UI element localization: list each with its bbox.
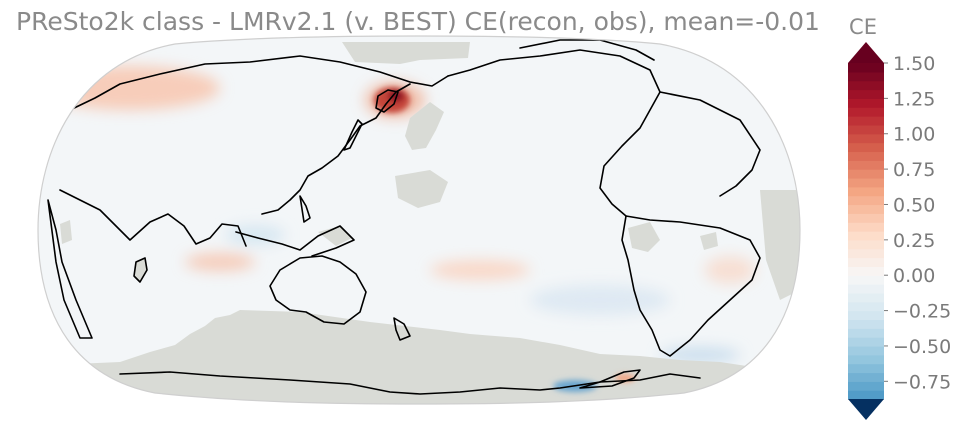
colorbar-step [848,89,884,99]
colorbar-step [848,222,884,232]
colorbar-step [848,151,884,161]
coast-europe-asia-north [39,55,449,121]
coast-antarctic-peninsula [579,369,641,389]
papua-mask [318,226,352,246]
colorbar-step [848,160,884,170]
amazon-mask [700,232,718,250]
pacific-gap-mask [395,170,448,208]
colorbar-step [848,231,884,241]
colorbar-tick-label: 1.50 [893,53,935,75]
colorbar-step [848,275,884,285]
colorbar-step [848,177,884,188]
colorbar-step [848,372,884,382]
coast-philippines [299,195,311,223]
anomaly-central-pacific-cool [530,285,670,315]
colorbar-step [848,345,884,356]
anomaly-southern-cool [660,347,740,363]
colorbar-step [848,63,884,73]
coast-africa-east [47,199,93,339]
colorbar-step [848,213,884,223]
arabia-mask [60,220,72,244]
coastlines [39,39,761,395]
colorbar-ticks: 1.50 1.25 1.00 0.75 0.50 0.25 0.00 −0.25 −0.50 −0… [884,53,951,393]
colorbar-tick-label: 1.25 [893,88,935,110]
colorbar-step [848,390,884,400]
colorbar-step [848,337,884,347]
coast-australia [269,255,367,325]
colorbar-tick-label: 0.50 [893,194,935,216]
colorbar-step [848,301,884,312]
colorbar-tick-label: 1.00 [893,124,935,146]
colorbar-tick-label: −0.50 [893,336,951,358]
anomaly-north-atlantic-warm [40,66,220,110]
colorbar-step [848,124,884,135]
colorbar-extend-max [848,42,884,63]
colorbar-step [848,248,884,259]
colorbar-step [848,319,884,329]
colorbar-step [848,204,884,214]
world-map [37,35,801,405]
greenland-mask [342,42,470,64]
anomaly-east-pacific-warm [430,260,530,280]
colorbar-step [848,292,884,303]
colorbar-tick-label: 0.00 [893,265,935,287]
colorbar-step [848,80,884,91]
coast-new-zealand [393,317,411,341]
south-atlantic-mask [760,190,800,300]
map-title: PReSto2k class - LMRv2.1 (v. BEST) CE(re… [16,7,820,36]
colorbar-tick-label: −0.75 [893,371,951,393]
colorbar-step [848,98,884,108]
colorbar-tick-label: −0.25 [893,301,951,323]
coast-japan [343,119,363,151]
colorbar-tick-label: 0.25 [893,230,935,252]
south-america-mask [628,222,660,252]
colorbar-step [848,257,884,267]
coast-south-america [621,215,761,357]
colorbar-step [848,71,884,82]
colorbar-step [848,239,884,250]
alaska-mask [405,102,444,150]
colorbar-step [848,133,884,144]
colorbar-step [848,116,884,126]
colorbar-step [848,107,884,117]
coast-east-asia [261,83,411,215]
colorbar-step [848,186,884,197]
colorbar-step [848,142,884,153]
colorbar-steps [848,63,884,400]
coast-kamchatka [375,89,399,113]
globe-outline [37,35,801,405]
colorbar-step [848,381,884,391]
colorbar-step [848,354,884,365]
colorbar-step [848,328,884,338]
colorbar-tick-label: 0.75 [893,159,935,181]
coast-madagascar [133,257,148,283]
colorbar-extend-min [848,399,884,420]
colorbar-step [848,195,884,206]
colorbar-step [848,284,884,294]
anomaly-atlantic-warm [705,256,755,284]
colorbar-step [848,169,884,179]
coast-north-america-east [659,91,761,197]
colorbar-step [848,310,884,321]
madagascar-mask [134,258,147,282]
anomaly-indian-ocean-warm [185,253,255,271]
coast-indonesia [235,225,355,257]
colorbar-label: CE [849,15,877,39]
colorbar: CE 1.50 1.25 1.00 0.75 0.50 0.25 0.00 −0.25 −0.5… [848,15,951,420]
colorbar-step [848,266,884,276]
coast-south-asia [59,189,247,247]
colorbar-step [848,363,884,374]
